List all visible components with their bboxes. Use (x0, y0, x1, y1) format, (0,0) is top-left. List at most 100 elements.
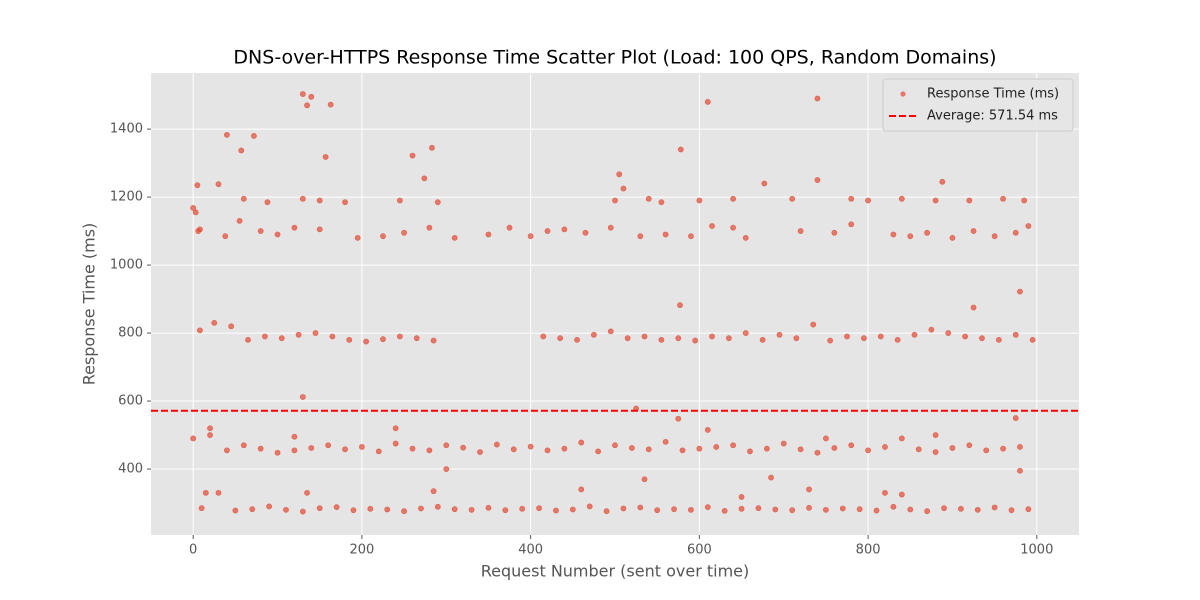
point (396, 197, 403, 204)
point (860, 335, 867, 342)
point (236, 217, 243, 224)
point (612, 442, 618, 449)
point (429, 144, 435, 151)
point (413, 335, 420, 342)
point (696, 197, 703, 204)
point (333, 504, 340, 511)
point (582, 229, 589, 236)
point (304, 489, 310, 496)
point (519, 505, 526, 512)
y-tick-label: 1000 (110, 258, 143, 273)
point (1012, 415, 1019, 421)
point (924, 508, 931, 515)
point (763, 445, 770, 452)
point (738, 505, 745, 512)
point (299, 91, 306, 97)
point (451, 234, 458, 241)
point (898, 491, 905, 498)
point (299, 508, 306, 515)
point (831, 445, 838, 451)
point (299, 195, 306, 202)
point (856, 506, 863, 513)
point (574, 336, 580, 343)
x-tick-label: 400 (518, 543, 543, 558)
point (1000, 195, 1006, 202)
point (274, 231, 281, 238)
point (616, 171, 623, 178)
point (299, 394, 306, 400)
point (730, 195, 737, 202)
point (810, 321, 817, 328)
point (865, 197, 871, 204)
point (354, 234, 361, 241)
point (780, 440, 787, 447)
point (578, 486, 585, 493)
point (451, 506, 458, 513)
x-tick-label: 200 (349, 543, 374, 558)
point (637, 504, 644, 511)
point (392, 440, 399, 447)
point (945, 330, 952, 336)
point (316, 197, 323, 204)
point (831, 229, 838, 236)
point (240, 442, 247, 449)
point (911, 331, 918, 338)
point (316, 505, 323, 512)
point (222, 233, 229, 240)
point (322, 154, 329, 160)
point (308, 445, 315, 451)
point (207, 425, 213, 432)
point (806, 486, 812, 493)
point (890, 503, 897, 510)
point (645, 446, 652, 453)
x-tick-label: 1000 (1020, 543, 1053, 558)
point (586, 503, 593, 510)
point (443, 466, 450, 472)
point (768, 474, 774, 481)
point (421, 175, 428, 182)
point (375, 448, 382, 455)
point (291, 447, 298, 454)
point (350, 507, 357, 514)
point (671, 506, 677, 513)
point (304, 102, 310, 109)
point (991, 504, 998, 511)
point (215, 181, 222, 188)
point (882, 489, 888, 496)
point (932, 449, 939, 455)
point (675, 335, 682, 342)
point (730, 224, 737, 231)
point (367, 505, 374, 512)
point (658, 199, 665, 206)
point (224, 447, 230, 454)
point (991, 233, 998, 240)
point (761, 180, 768, 187)
point (192, 209, 199, 216)
point (907, 506, 914, 513)
point (730, 442, 737, 449)
point (747, 448, 753, 455)
point (409, 445, 416, 452)
point (380, 336, 386, 343)
point (325, 442, 332, 449)
point (468, 506, 475, 513)
point (848, 442, 855, 449)
x-tick-label: 0 (189, 543, 197, 558)
point (979, 335, 985, 342)
point (342, 446, 348, 453)
point (928, 326, 935, 333)
point (396, 333, 403, 340)
point (240, 195, 247, 202)
point (553, 507, 559, 514)
point (654, 507, 661, 514)
point (662, 438, 669, 445)
point (932, 432, 939, 438)
point (949, 445, 956, 451)
point (675, 415, 682, 422)
point (430, 337, 437, 344)
point (848, 195, 855, 202)
point (1025, 223, 1032, 229)
y-tick-label: 1200 (110, 190, 143, 205)
point (291, 433, 298, 440)
point (430, 488, 437, 495)
